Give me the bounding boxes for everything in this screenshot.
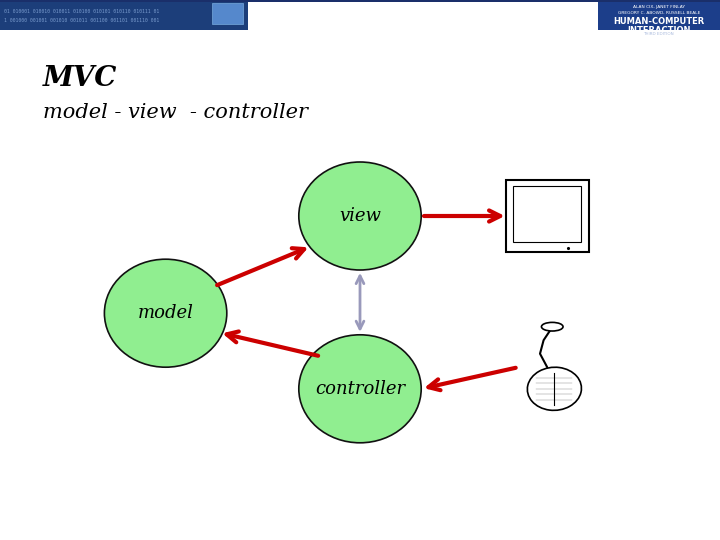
Text: MVC: MVC — [43, 65, 117, 92]
Text: INTERACTION: INTERACTION — [627, 26, 690, 35]
Ellipse shape — [104, 259, 227, 367]
Text: THIRD EDITION: THIRD EDITION — [644, 32, 674, 36]
Bar — [598, 0, 720, 30]
Bar — [513, 186, 582, 241]
Ellipse shape — [541, 322, 563, 331]
Text: 1 001000 001001 001010 001011 001100 001101 001110 001: 1 001000 001001 001010 001011 001100 001… — [4, 18, 159, 23]
Ellipse shape — [527, 367, 582, 410]
Text: model - view  - controller: model - view - controller — [43, 103, 308, 122]
Ellipse shape — [299, 162, 421, 270]
Text: GREGORY C. ABOWD, RUSSELL BEALE: GREGORY C. ABOWD, RUSSELL BEALE — [618, 11, 700, 15]
Text: view: view — [339, 207, 381, 225]
Text: HUMAN-COMPUTER: HUMAN-COMPUTER — [613, 17, 704, 26]
Ellipse shape — [299, 335, 421, 443]
Text: controller: controller — [315, 380, 405, 398]
Text: model: model — [138, 304, 194, 322]
Text: ALAN CIX, JANET FINLAY: ALAN CIX, JANET FINLAY — [633, 5, 685, 9]
Text: 01 010001 010010 010011 010100 010101 010110 010111 01: 01 010001 010010 010011 010100 010101 01… — [4, 9, 159, 15]
Bar — [0, 0, 248, 30]
Bar — [505, 179, 589, 252]
Bar — [212, 3, 243, 24]
Bar — [0, 0, 720, 2]
